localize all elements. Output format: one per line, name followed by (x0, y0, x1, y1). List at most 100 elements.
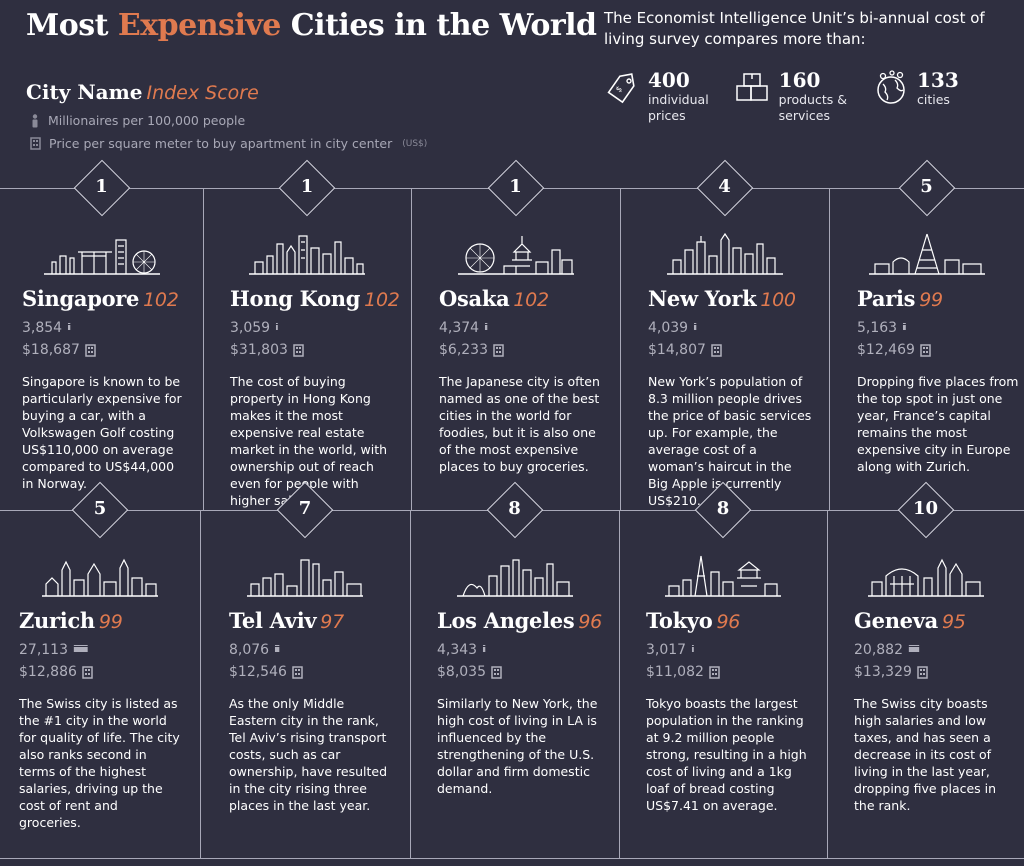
city-skyline-icon (456, 559, 573, 597)
millionaires-value: 4,374 iiii (439, 320, 488, 336)
city-skyline-icon (42, 558, 158, 597)
person-icon (32, 113, 38, 127)
building-icon (920, 343, 931, 357)
rank-number: 10 (912, 498, 939, 519)
city-name: Osaka 102 (439, 286, 549, 311)
rank-number: 8 (716, 498, 730, 519)
grid-line (410, 510, 411, 858)
grid-line (411, 188, 412, 510)
grid-line (620, 188, 621, 510)
people-marks: iii (275, 323, 278, 333)
millionaires-value: 27,113 iiiiiiiiiiiiiiiiiiiiiiiiiii (19, 642, 88, 658)
stat-cities: 133 cities (873, 68, 959, 124)
city-description: Dropping five places from the top spot i… (857, 374, 1019, 474)
millionaires-value: 20,882 iiiiiiiiiiiiiiiiiiii (854, 642, 920, 658)
price-value: $18,687 (22, 342, 96, 358)
boxes-icon (735, 73, 768, 101)
intro-text: The Economist Intelligence Unit’s bi-ann… (604, 9, 985, 48)
index-score: 102 (513, 289, 549, 311)
people-marks: iiiiiiii (274, 645, 280, 655)
city-name: Geneva 95 (854, 608, 966, 633)
building-icon (917, 665, 928, 679)
rank-number: 5 (93, 498, 107, 519)
stats-row: $ 400 individual prices 160 products & servi… (604, 68, 979, 124)
city-name: Los Angeles 96 (437, 608, 602, 633)
index-score: 99 (98, 611, 123, 633)
price-value: $13,329 (854, 664, 928, 680)
price-value: $12,546 (229, 664, 303, 680)
index-score: 96 (716, 611, 741, 633)
city-name: Tokyo 96 (646, 608, 741, 633)
city-description: The Swiss city is listed as the #1 city … (19, 696, 180, 830)
city-name: Singapore 102 (22, 286, 179, 311)
price-value: $11,082 (646, 664, 720, 680)
building-icon (491, 665, 502, 679)
price-value: $31,803 (230, 342, 304, 358)
grid-line (0, 858, 1024, 859)
city-description: Tokyo boasts the largest population in t… (646, 696, 807, 813)
city-name: New York 100 (648, 286, 796, 311)
people-marks: iiii (67, 323, 71, 333)
legend-index-score: Index Score (146, 82, 259, 104)
rank-number: 8 (508, 498, 521, 519)
building-icon (711, 343, 722, 357)
legend-city-name: City Name (26, 80, 143, 104)
building-icon (85, 343, 96, 357)
people-marks: iiiiiiiiiiiiiiiiiiiiiiiiiii (73, 645, 88, 655)
rank-number: 5 (920, 176, 933, 197)
city-skyline-icon (43, 239, 160, 275)
page-title: Most Expensive Cities in the World (26, 8, 597, 43)
people-marks: iiii (484, 323, 488, 333)
title-accent: Expensive (117, 8, 281, 43)
rank-number: 4 (718, 176, 731, 197)
index-score: 99 (919, 289, 943, 311)
building-icon (709, 665, 720, 679)
millionaires-value: 5,163 iiiii (857, 320, 906, 336)
grid-line (203, 188, 204, 510)
index-score: 102 (364, 289, 400, 311)
city-description: The cost of buying property in Hong Kong… (230, 374, 388, 508)
rank-number: 1 (300, 176, 314, 197)
people-marks: iiiiiiiiiiiiiiiiiiii (908, 645, 920, 655)
city-description: The Japanese city is often named as one … (439, 374, 600, 474)
millionaires-value: 3,854 iiii (22, 320, 71, 336)
svg-text:$: $ (614, 84, 624, 94)
legend-price: Price per square meter to buy apartment … (30, 136, 427, 151)
city-skyline-icon (249, 235, 365, 275)
building-icon (30, 137, 41, 150)
city-skyline-icon (868, 233, 985, 275)
globe-icon (877, 70, 905, 104)
grid-line (827, 510, 828, 858)
millionaires-value: 4,039 iiii (648, 320, 697, 336)
city-name: Tel Aviv 97 (229, 608, 344, 633)
stat-products: 160 products & services (735, 68, 847, 124)
city-description: New York’s population of 8.3 million peo… (648, 374, 812, 508)
city-skyline-icon (457, 236, 574, 275)
city-description: The Swiss city boasts high salaries and … (854, 696, 997, 813)
stat-prices: $ 400 individual prices (604, 68, 709, 124)
price-value: $8,035 (437, 664, 502, 680)
index-score: 96 (578, 611, 602, 633)
millionaires-value: 8,076 iiiiiiii (229, 642, 280, 658)
city-description: Singapore is known to be particularly ex… (22, 374, 182, 491)
price-value: $6,233 (439, 342, 504, 358)
rank-number: 1 (95, 176, 108, 197)
legend-millionaires: Millionaires per 100,000 people (30, 113, 245, 128)
millionaires-value: 3,059 iii (230, 320, 278, 336)
price-value: $12,886 (19, 664, 93, 680)
index-score: 97 (320, 611, 344, 633)
city-skyline-icon (247, 559, 363, 597)
building-icon (292, 665, 303, 679)
building-icon (293, 343, 304, 357)
rank-number: 7 (298, 498, 312, 519)
city-skyline-icon (867, 558, 984, 597)
city-description: Similarly to New York, the high cost of … (437, 696, 598, 796)
price-value: $14,807 (648, 342, 722, 358)
grid-line (619, 510, 620, 858)
price-value: $12,469 (857, 342, 931, 358)
people-marks: iiii (482, 645, 486, 655)
millionaires-value: 4,343 iiii (437, 642, 486, 658)
index-score: 100 (760, 289, 796, 311)
grid-line (200, 510, 201, 858)
city-skyline-icon (665, 555, 781, 597)
